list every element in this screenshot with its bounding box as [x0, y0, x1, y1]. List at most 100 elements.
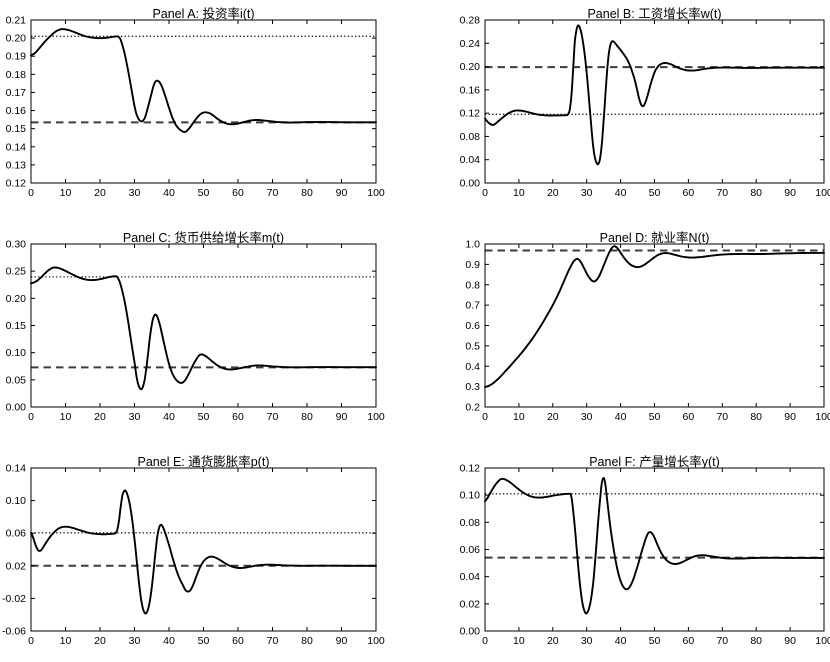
svg-text:30: 30	[129, 187, 141, 199]
svg-text:0.12: 0.12	[460, 108, 481, 120]
svg-text:90: 90	[336, 411, 348, 423]
svg-text:0.30: 0.30	[6, 239, 27, 251]
svg-text:50: 50	[649, 187, 661, 199]
svg-text:80: 80	[301, 411, 313, 423]
svg-text:0.6: 0.6	[465, 320, 480, 332]
svg-text:20: 20	[547, 635, 559, 647]
svg-text:0: 0	[482, 635, 488, 647]
svg-text:0.15: 0.15	[6, 123, 27, 135]
svg-text:10: 10	[60, 635, 72, 647]
svg-text:0.18: 0.18	[6, 69, 27, 81]
panel-f: Panel F: 产量增长率y(t) 0 10 20 30 40 50 60 70 80 90 10…	[415, 448, 830, 662]
svg-text:50: 50	[198, 411, 210, 423]
svg-text:50: 50	[198, 187, 210, 199]
svg-text:0: 0	[28, 635, 34, 647]
svg-text:0.12: 0.12	[6, 178, 27, 190]
svg-text:90: 90	[784, 411, 796, 423]
svg-text:0.05: 0.05	[6, 374, 27, 386]
svg-text:0.02: 0.02	[6, 560, 27, 572]
svg-text:0.7: 0.7	[465, 300, 480, 312]
svg-text:0.04: 0.04	[460, 571, 481, 583]
svg-text:70: 70	[267, 411, 279, 423]
panel-b-plot: 0 10 20 30 40 50 60 70 80 90 100 0.00 0.04 0.08 0.12 0.…	[460, 15, 830, 200]
svg-text:0.19: 0.19	[6, 51, 27, 63]
svg-text:0.16: 0.16	[460, 84, 481, 96]
svg-text:100: 100	[815, 635, 830, 647]
svg-text:60: 60	[683, 635, 695, 647]
svg-text:-0.06: -0.06	[2, 626, 26, 638]
svg-text:70: 70	[716, 187, 728, 199]
svg-text:0.25: 0.25	[6, 266, 27, 278]
svg-text:80: 80	[750, 411, 762, 423]
svg-text:0.00: 0.00	[460, 626, 481, 638]
svg-text:100: 100	[815, 187, 830, 199]
panel-c: Panel C: 货币供给增长率m(t) 0 10 20 30 40 50 60 70 80 90…	[0, 224, 415, 438]
svg-text:10: 10	[60, 187, 72, 199]
panel-d-plot: 0 10 20 30 40 50 60 70 80 90 100 0.2 0.3 0.4 0.5 0.6 0.7…	[465, 239, 830, 424]
svg-text:0.10: 0.10	[6, 495, 27, 507]
svg-text:80: 80	[301, 187, 313, 199]
svg-text:60: 60	[232, 411, 244, 423]
svg-text:0.20: 0.20	[6, 33, 27, 45]
svg-text:40: 40	[615, 187, 627, 199]
panel-d: Panel D: 就业率N(t) 0 10 20 30 40 50 60 70 80 90 100 0…	[415, 224, 830, 438]
svg-text:0.5: 0.5	[465, 340, 480, 352]
svg-text:40: 40	[163, 635, 175, 647]
svg-text:10: 10	[513, 411, 525, 423]
svg-text:20: 20	[94, 635, 106, 647]
svg-text:30: 30	[129, 411, 141, 423]
svg-text:0: 0	[28, 187, 34, 199]
svg-text:0.3: 0.3	[465, 381, 480, 393]
panel-c-plot: 0 10 20 30 40 50 60 70 80 90 100 0.00 0.05 0.10 0.15 0.…	[6, 239, 385, 424]
svg-text:0.9: 0.9	[465, 259, 480, 271]
svg-text:10: 10	[60, 411, 72, 423]
svg-text:1.0: 1.0	[465, 239, 480, 251]
svg-text:20: 20	[547, 411, 559, 423]
svg-text:0.06: 0.06	[460, 544, 481, 556]
panel-f-title: Panel F: 产量增长率y(t)	[589, 455, 720, 469]
svg-text:40: 40	[615, 411, 627, 423]
svg-text:0.10: 0.10	[6, 347, 27, 359]
svg-text:70: 70	[716, 635, 728, 647]
panel-a-plot: 0 10 20 30 40 50 60 70 80 90 100 0.12 0.13 0.14 0.15 0.…	[6, 15, 385, 200]
svg-text:0: 0	[482, 187, 488, 199]
svg-text:0.13: 0.13	[6, 159, 27, 171]
svg-text:0.17: 0.17	[6, 87, 27, 99]
svg-text:0.10: 0.10	[460, 490, 481, 502]
svg-text:80: 80	[750, 635, 762, 647]
panel-d-title: Panel D: 就业率N(t)	[599, 231, 710, 245]
svg-text:100: 100	[367, 411, 385, 423]
svg-text:0.21: 0.21	[6, 15, 27, 27]
panel-e-plot: 0 10 20 30 40 50 60 70 80 90 100 -0.06 -0.02 0.02 0.06…	[2, 463, 385, 648]
svg-text:0.00: 0.00	[6, 402, 27, 414]
svg-text:50: 50	[649, 635, 661, 647]
svg-text:0.00: 0.00	[460, 178, 481, 190]
svg-text:0: 0	[28, 411, 34, 423]
panel-a: Panel A: 投资率i(t) 0 10 20 30 40 50 60 70 80 90 100 0…	[0, 0, 415, 214]
svg-text:20: 20	[547, 187, 559, 199]
svg-text:0.24: 0.24	[460, 38, 481, 50]
svg-text:0.20: 0.20	[460, 61, 481, 73]
svg-text:60: 60	[683, 411, 695, 423]
panel-f-plot: 0 10 20 30 40 50 60 70 80 90 100 0.00 0.02 0.04 0.06 0.…	[460, 463, 830, 648]
svg-text:30: 30	[581, 411, 593, 423]
svg-text:10: 10	[513, 635, 525, 647]
svg-text:0.04: 0.04	[460, 154, 481, 166]
svg-text:0.12: 0.12	[460, 463, 481, 475]
svg-text:60: 60	[232, 187, 244, 199]
svg-text:0.08: 0.08	[460, 131, 481, 143]
svg-text:0.15: 0.15	[6, 320, 27, 332]
svg-text:50: 50	[198, 635, 210, 647]
svg-text:0.4: 0.4	[465, 361, 480, 373]
svg-text:100: 100	[815, 411, 830, 423]
svg-text:0.20: 0.20	[6, 293, 27, 305]
svg-text:20: 20	[94, 187, 106, 199]
svg-text:90: 90	[336, 187, 348, 199]
panel-c-title: Panel C: 货币供给增长率m(t)	[122, 231, 285, 245]
svg-text:0: 0	[482, 411, 488, 423]
svg-text:20: 20	[94, 411, 106, 423]
panel-b: Panel B: 工资增长率w(t) 0 10 20 30 40 50 60 70 80 90 10…	[415, 0, 830, 214]
svg-text:0.08: 0.08	[460, 517, 481, 529]
svg-text:-0.02: -0.02	[2, 593, 26, 605]
